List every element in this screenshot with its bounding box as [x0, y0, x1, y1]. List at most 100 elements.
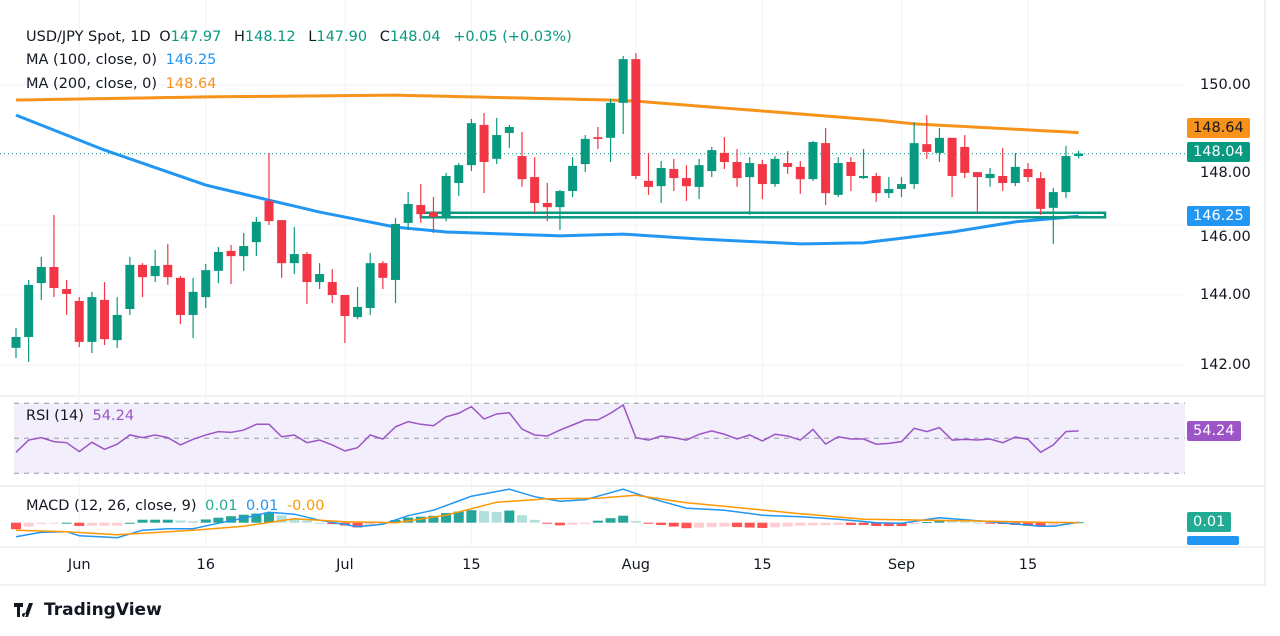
macd-histogram-bar	[757, 522, 768, 528]
candle-body	[1036, 178, 1046, 209]
candle-body	[846, 162, 856, 176]
candle	[618, 55, 628, 134]
candle-body	[49, 267, 59, 288]
candle	[795, 160, 805, 194]
candle-body	[859, 176, 869, 179]
candle	[125, 256, 135, 315]
macd-hist-badge: 0.01	[1187, 512, 1232, 532]
candle	[36, 256, 46, 300]
macd-histogram-bar	[947, 520, 958, 523]
tradingview-logo-icon	[14, 603, 33, 617]
ma100-legend[interactable]: MA (100, close, 0) 146.25	[26, 51, 220, 69]
candle-body	[631, 59, 641, 176]
candle-body	[353, 306, 363, 318]
logo-text: TradingView	[44, 600, 162, 620]
ma100-label: MA (100, close, 0)	[26, 52, 158, 68]
candle-body	[62, 289, 72, 294]
candle	[909, 122, 919, 189]
candle-body	[378, 263, 388, 278]
candle-body	[226, 250, 236, 257]
candle	[934, 128, 944, 162]
candle	[239, 233, 249, 271]
macd-signal-value: -0.00	[286, 498, 325, 514]
macd-histogram-bar	[542, 522, 553, 524]
macd-histogram-bar	[74, 522, 85, 526]
candle-body	[175, 277, 185, 315]
macd-histogram-bar	[365, 522, 376, 526]
price-tick-label: 144.00	[1200, 287, 1251, 303]
ma200-label: MA (200, close, 0)	[26, 76, 158, 92]
macd-line-value: 0.01	[246, 498, 279, 514]
candle-body	[618, 59, 628, 103]
candle-body	[985, 173, 995, 179]
candle-body	[884, 188, 894, 194]
macd-histogram-bar	[580, 522, 591, 525]
price-tick-label: 148.00	[1200, 165, 1251, 181]
candle-body	[681, 178, 691, 187]
candle	[555, 190, 565, 230]
candle-body	[542, 202, 552, 208]
candle-body	[694, 165, 704, 187]
ma200-legend[interactable]: MA (200, close, 0) 148.64	[26, 75, 220, 93]
macd-histogram-bar	[618, 515, 629, 523]
macd-legend[interactable]: MACD (12, 26, close, 9) 0.01 0.01 -0.00	[26, 497, 328, 515]
candle-body	[644, 180, 653, 187]
macd-histogram-bar	[112, 522, 123, 526]
candle-body	[251, 221, 261, 243]
open-value: 147.97	[170, 29, 222, 45]
macd-histogram-bar	[479, 511, 490, 523]
candle	[74, 297, 84, 348]
candle-body	[909, 143, 919, 185]
macd-histogram-bar	[327, 522, 338, 525]
candle	[340, 295, 350, 343]
candle	[353, 286, 363, 320]
macd-histogram-bar	[681, 522, 692, 529]
candle	[1036, 172, 1046, 215]
rsi-label: RSI (14)	[26, 408, 84, 424]
candle	[530, 157, 540, 214]
candle	[188, 277, 198, 339]
candle-body	[1010, 166, 1020, 183]
candle	[631, 53, 641, 180]
candle	[644, 152, 653, 195]
macd-histogram-bar	[276, 515, 287, 523]
macd-histogram-bar	[99, 522, 110, 526]
candle-body	[289, 254, 299, 264]
candle-body	[757, 164, 767, 185]
tradingview-logo[interactable]: TradingView	[14, 600, 162, 620]
candle-body	[897, 184, 906, 189]
rsi-line	[15, 403, 1079, 454]
macd-histogram-bar	[871, 522, 882, 526]
ma100-value: 146.25	[165, 52, 217, 68]
candle-body	[24, 284, 34, 337]
macd-histogram-bar	[719, 522, 730, 527]
macd-histogram-bar	[48, 522, 59, 524]
ma200-value: 148.64	[165, 76, 217, 92]
price-tick-label: 146.00	[1200, 229, 1251, 245]
ma100-line	[15, 113, 1079, 246]
candle-body	[1074, 153, 1084, 157]
macd-pane	[11, 488, 1084, 539]
candle-body	[441, 176, 451, 218]
candle	[391, 218, 400, 304]
macd-histogram-bar	[858, 522, 869, 526]
candle-body	[138, 264, 147, 278]
candle	[821, 128, 831, 206]
candle-body	[302, 254, 312, 283]
candle	[719, 137, 729, 169]
candle-body	[821, 143, 831, 194]
macd-line-badge	[1187, 536, 1239, 545]
macd-histogram-bar	[1048, 522, 1059, 527]
macd-histogram-bar	[301, 520, 312, 523]
rsi-legend[interactable]: RSI (14) 54.24	[26, 407, 138, 425]
candle-body	[783, 163, 793, 167]
candle-body	[340, 295, 350, 316]
candle	[669, 158, 679, 192]
candle-body	[428, 212, 438, 217]
macd-histogram-bar	[770, 522, 780, 528]
ma100-price-badge: 146.25	[1187, 206, 1250, 226]
macd-histogram-bar	[605, 518, 616, 523]
macd-histogram-bar	[592, 520, 603, 523]
close-value: 148.04	[389, 29, 441, 45]
